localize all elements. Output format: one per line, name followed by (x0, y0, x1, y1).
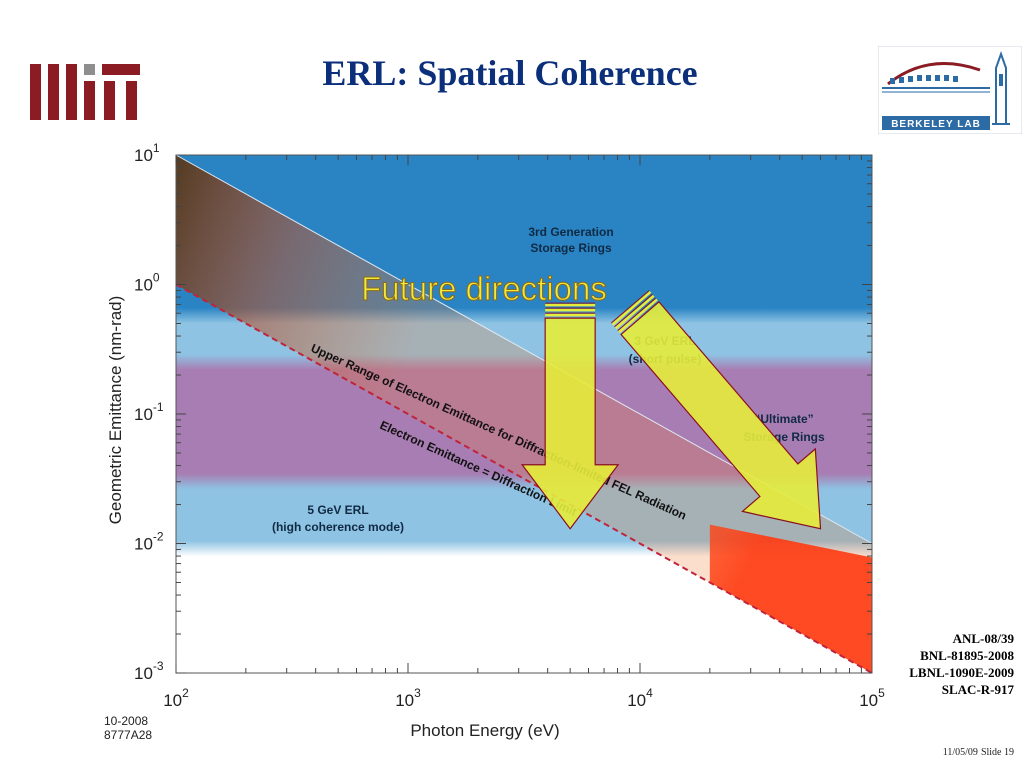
y-tick-label: 100 (134, 271, 160, 295)
x-axis-label: Photon Energy (eV) (410, 721, 559, 740)
reference-3: LBNL-1090E-2009 (909, 665, 1014, 680)
reference-4: SLAC-R-917 (941, 682, 1014, 697)
y-tick-label: 10-3 (134, 659, 164, 683)
slide-footer: 11/05/09 Slide 19 (940, 747, 1014, 758)
diffraction-limit-line (175, 283, 873, 674)
vertical-arrow (520, 302, 620, 530)
region-label-5gev-erl: 5 GeV ERL (high coherence mode) (272, 503, 404, 534)
y-tick-label: 101 (134, 141, 160, 165)
figure-id-date: 10-2008 (104, 714, 149, 728)
region-label-3rd-gen: 3rd Generation Storage Rings (528, 225, 613, 255)
y-tick-label: 10-1 (134, 400, 164, 424)
y-tick-labels: 101 100 10-1 10-2 10-3 (134, 141, 164, 683)
reference-2: BNL-81895-2008 (920, 648, 1014, 663)
x-tick-labels: 102 103 104 105 (163, 686, 885, 710)
x-tick-label: 102 (163, 686, 189, 710)
x-tick-label: 103 (395, 686, 421, 710)
axis-ticks (175, 155, 872, 674)
footer-slide-number: Slide 19 (980, 747, 1014, 758)
berkeley-lab-logo: BERKELEY LAB (878, 46, 1022, 134)
y-axis-label: Geometric Emittance (nm-rad) (106, 296, 125, 525)
figure-id: 10-2008 8777A28 (104, 714, 152, 742)
y-tick-label: 10-2 (134, 530, 164, 554)
x-tick-label: 105 (859, 686, 885, 710)
fel-band-layer (176, 155, 872, 673)
footer-date: 11/05/09 (942, 747, 978, 758)
mit-logo (30, 64, 140, 120)
reference-1: ANL-08/39 (952, 631, 1014, 646)
report-references: ANL-08/39 BNL-81895-2008 LBNL-1090E-2009… (909, 630, 1014, 698)
diagonal-arrow (610, 290, 822, 530)
future-arrows (520, 290, 822, 530)
annotation-future-directions: Future directions (361, 270, 607, 307)
berkeley-lab-logo-text: BERKELEY LAB (891, 119, 981, 130)
figure-id-code: 8777A28 (104, 728, 153, 742)
fel-band (176, 155, 872, 673)
x-tick-label: 104 (627, 686, 653, 710)
fel-band-bright (709, 524, 872, 673)
slide-title: ERL: Spatial Coherence (322, 53, 698, 93)
